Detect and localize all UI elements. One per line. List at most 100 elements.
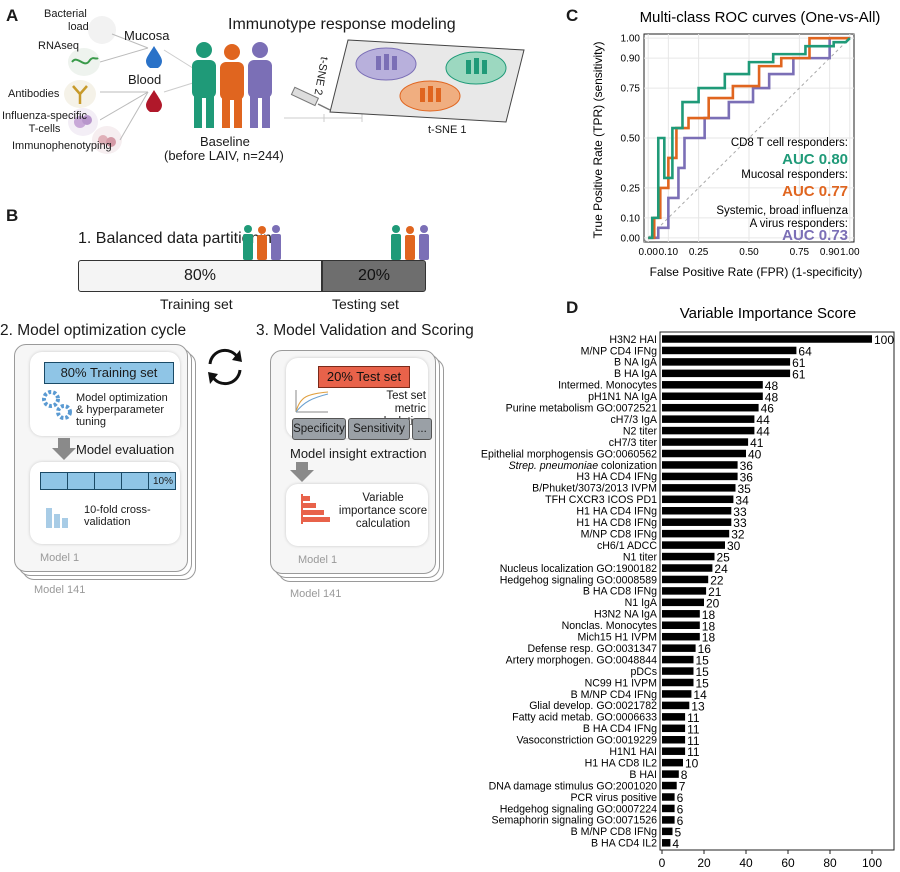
baseline-label: Baseline — [200, 134, 250, 149]
vi-bar — [662, 816, 675, 824]
vis-text: Variable importance score calculation — [338, 492, 428, 531]
vi-bar — [662, 598, 704, 607]
model-evaluation-label: Model evaluation — [76, 442, 175, 457]
vi-value-label: 13 — [691, 699, 705, 713]
vi-value-label: 14 — [693, 688, 707, 702]
vi-x-tick: 100 — [862, 856, 882, 870]
vi-value-label: 30 — [727, 539, 741, 553]
vi-value-label: 15 — [696, 654, 710, 668]
roc-x-tick: 0.75 — [790, 247, 810, 258]
fold-test: 10% — [148, 472, 176, 490]
vi-x-tick: 60 — [781, 856, 795, 870]
vi-category-label: TFH CXCR3 ICOS PD1 — [545, 494, 657, 506]
blood-drop-icon — [146, 90, 162, 112]
bacteria-bubble-icon — [88, 16, 116, 44]
vi-bar — [662, 839, 671, 847]
vi-category-label: B M/NP CD8 IFNg — [571, 826, 657, 838]
vi-category-label: pDCs — [631, 666, 658, 678]
vi-value-label: 22 — [710, 573, 724, 587]
vi-bar — [662, 358, 791, 366]
vi-bar — [662, 701, 690, 710]
tsne-plane — [329, 39, 525, 123]
vi-category-label: Purine metabolism GO:0072521 — [506, 403, 657, 415]
fold-1 — [40, 472, 68, 490]
vi-bar — [662, 335, 872, 343]
vi-category-label: Nucleus localization GO:1900182 — [500, 563, 657, 575]
optimization-text: Model optimization & hyperparameter tuni… — [76, 392, 168, 428]
mucosa-drop-icon — [146, 46, 162, 68]
testing-set-label: Testing set — [332, 296, 399, 312]
model-141-label-right: Model 141 — [290, 588, 342, 600]
vi-bar — [662, 713, 686, 721]
bacterial-line-1: Bacterial — [44, 8, 87, 20]
training-set-box: 80% Training set — [44, 362, 174, 384]
vi-value-label: 18 — [702, 608, 716, 622]
roc-x-ticks: 0.00 0.10 0.25 0.50 0.75 0.90 1.00 — [638, 247, 860, 258]
tcells-line-1: Influenza-specific — [2, 110, 87, 122]
roc-legend-name: CD8 T cell responders: — [731, 137, 848, 149]
opt-line-3: tuning — [76, 416, 106, 428]
vi-bar — [662, 781, 677, 790]
vi-bar — [662, 564, 713, 572]
vi-category-label: Strep. pneumoniae colonization — [509, 460, 658, 472]
fold-2 — [67, 472, 95, 490]
roc-y-tick: 0.50 — [621, 134, 641, 145]
step1-title: 1. Balanced data partitioning — [78, 230, 281, 247]
vi-bar — [662, 667, 694, 675]
roc-series-line — [648, 36, 850, 240]
rna-strand-icon — [71, 57, 99, 65]
vis-line-2: importance score — [338, 505, 428, 517]
vi-bar — [662, 724, 686, 733]
vi-value-label: 6 — [677, 791, 684, 805]
vi-title: Variable Importance Score — [680, 305, 856, 322]
vi-value-label: 36 — [740, 459, 754, 473]
vi-category-label: B NA IgA — [614, 357, 658, 369]
roc-mini-icon — [295, 390, 329, 413]
vi-bar — [662, 381, 763, 389]
vi-category-label: PCR virus positive — [570, 792, 657, 804]
vi-value-label: 33 — [733, 516, 747, 530]
vi-value-label: 21 — [708, 585, 722, 599]
vi-category-label: B HA CD8 IFNg — [583, 586, 657, 598]
vi-category-label: H1 HA CD8 IFNg — [576, 517, 657, 529]
vi-value-label: 6 — [677, 802, 684, 816]
vi-bar — [662, 827, 673, 836]
opt-line-1: Model optimization — [76, 392, 168, 404]
vi-value-label: 100 — [874, 333, 894, 347]
input-tcells: Influenza-specific T-cells — [2, 110, 87, 136]
cell-cluster-icon — [98, 135, 116, 147]
cv-line-1: 10-fold cross- — [84, 504, 151, 516]
cv-text: 10-fold cross- validation — [84, 504, 151, 528]
train-partition-bar: 80% — [78, 260, 322, 292]
vi-value-label: 44 — [756, 425, 770, 439]
roc-y-tick: 0.75 — [621, 84, 641, 95]
vis-line-3: calculation — [355, 518, 411, 530]
vi-category-label: DNA damage stimulus GO:2001020 — [489, 780, 658, 792]
vi-category-label: B/Phuket/3073/2013 IVPM — [532, 483, 657, 495]
vi-bar — [662, 747, 686, 755]
vi-value-label: 48 — [765, 390, 779, 404]
vi-value-label: 4 — [672, 837, 679, 851]
cycle-arrows-icon — [208, 348, 242, 386]
variable-importance-chart: Variable Importance Score H3N2 HAI 100M/N… — [481, 305, 895, 870]
more-metrics-pill: ... — [412, 418, 432, 440]
vi-category-label: B HAI — [629, 769, 657, 781]
vi-x-tick: 20 — [697, 856, 711, 870]
gears-icon — [42, 390, 72, 420]
train-people-icon — [243, 225, 281, 260]
vi-x-tick: 80 — [823, 856, 837, 870]
vi-bar — [662, 369, 791, 378]
vi-bar — [662, 484, 736, 492]
vi-bar — [662, 655, 694, 664]
roc-x-tick: 0.25 — [689, 247, 709, 258]
step3-title: 3. Model Validation and Scoring — [256, 322, 474, 339]
vi-bar — [662, 346, 797, 355]
importance-bars-icon — [301, 494, 330, 524]
roc-x-tick: 0.10 — [659, 247, 679, 258]
vi-bar — [662, 804, 675, 813]
roc-x-tick: 0.90 — [820, 247, 840, 258]
vi-category-label: N1 IgA — [625, 597, 658, 609]
roc-legend-auc: AUC 0.73 — [782, 227, 848, 244]
